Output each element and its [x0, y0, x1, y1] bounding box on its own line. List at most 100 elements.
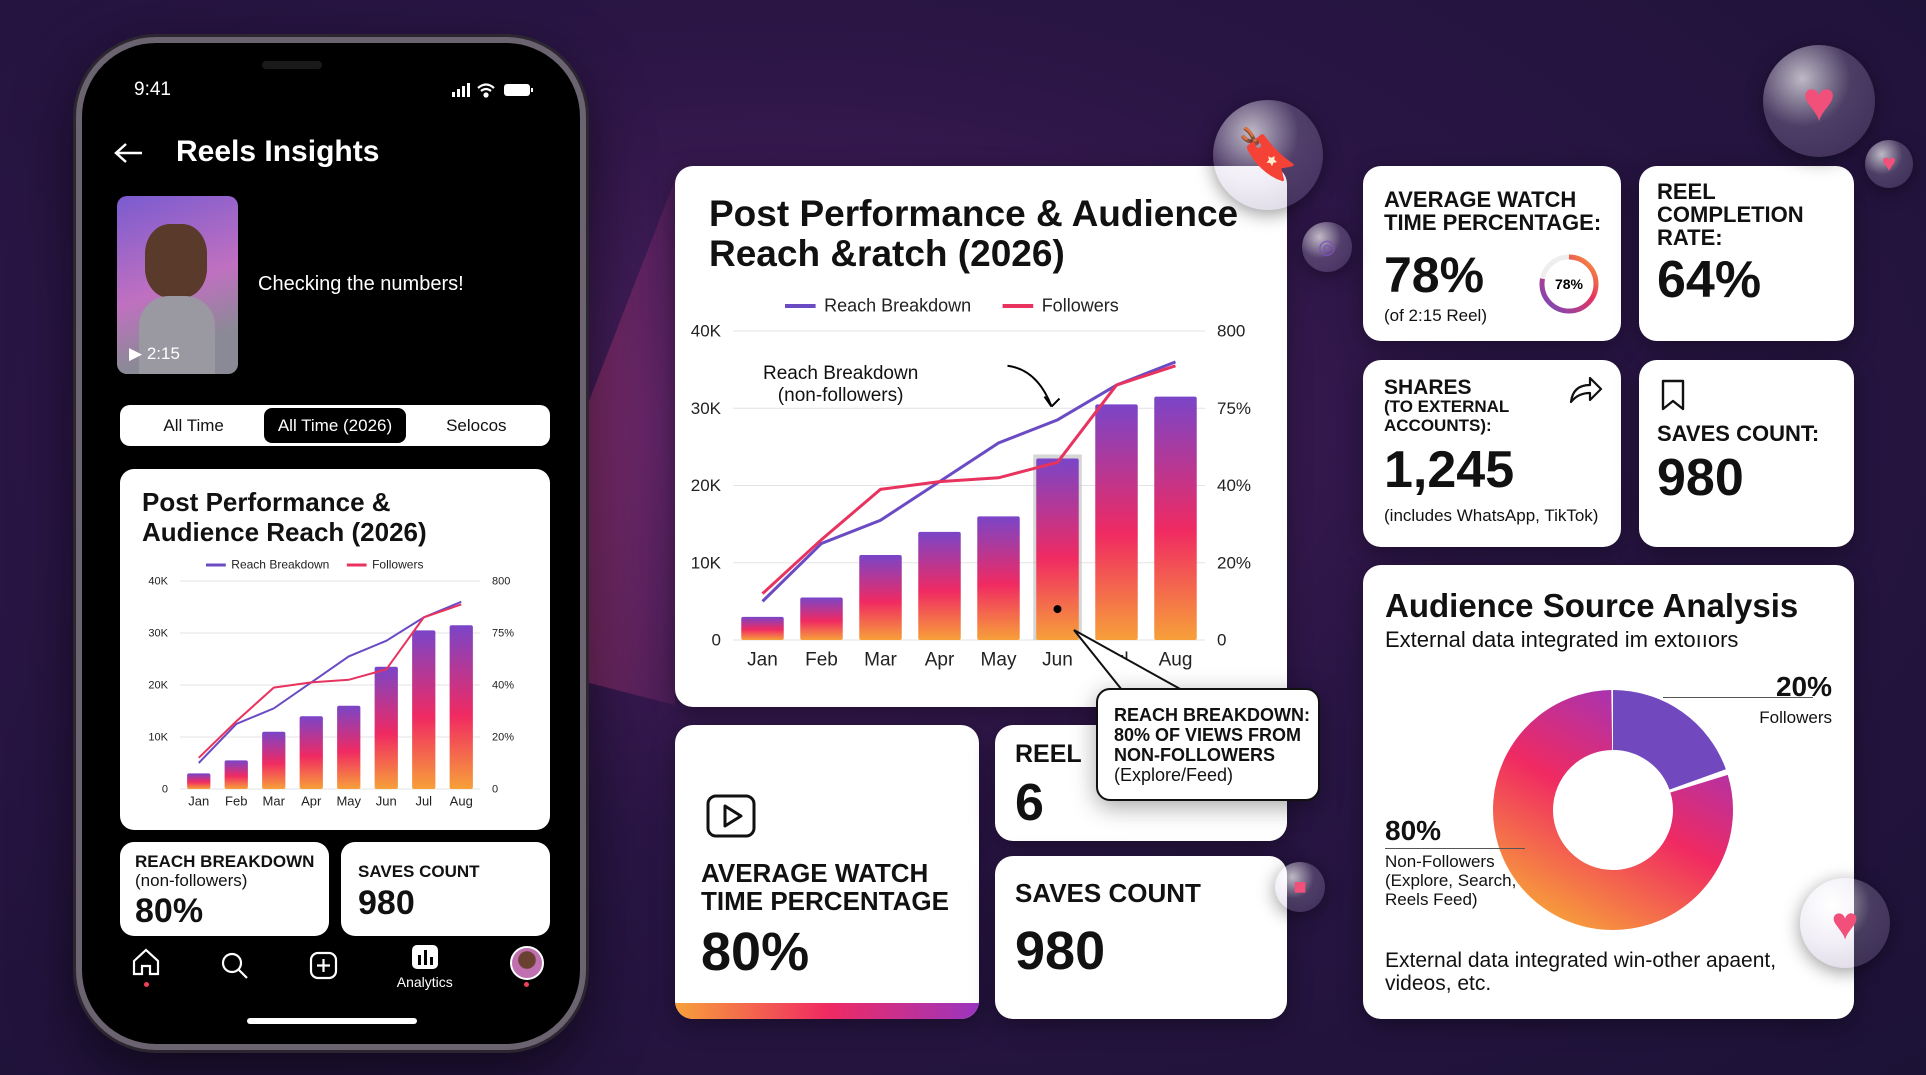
bookmark-icon[interactable]: [1659, 378, 1687, 412]
bookmark-icon: ■: [1293, 874, 1307, 899]
notification-dot: [143, 981, 149, 987]
ring-label: 78%: [1555, 276, 1584, 292]
reach-breakdown-card: REACH BREAKDOWN (non-followers) 80%: [120, 842, 329, 936]
person-image: [145, 224, 207, 298]
gradient-bar: [675, 1003, 979, 1019]
x-tick-label: Mar: [864, 650, 897, 671]
status-time: 9:41: [134, 79, 171, 100]
page-title: Reels Insights: [176, 135, 380, 168]
y2-tick-label: 75%: [1217, 399, 1251, 418]
saves-value: 980: [1015, 921, 1106, 981]
audience-subtitle: External data integrated im extoııors: [1385, 627, 1739, 652]
x-tick-label: Feb: [805, 650, 838, 671]
x-tick-label: Aug: [1159, 650, 1193, 671]
notification-dot: [524, 982, 530, 987]
avg-watch-time-card: AVERAGE WATCH TIME PERCENTAGE: 78% (of 2:…: [1363, 166, 1621, 341]
bar-jan: [741, 616, 784, 640]
annotation-arrow: [1007, 364, 1053, 407]
y-tick-label: 40K: [691, 322, 722, 341]
audience-footer: External data integrated win-other apaen…: [1385, 949, 1776, 995]
bar-feb: [224, 760, 248, 789]
tooltip-line: REACH BREAKDOWN:: [1114, 705, 1310, 725]
bar-may: [977, 516, 1020, 640]
bar-jul: [412, 630, 436, 789]
shares-card: SHARES (TO EXTERNAL ACCOUNTS): 1,245 (incl…: [1363, 360, 1621, 547]
saves-count-card-2: SAVES COUNT 980: [995, 856, 1287, 1019]
main-chart: 0 0 10K 20% 20K 40% 30K 75% 40K 800 Jan Feb Mar Apr Ma…: [691, 296, 1251, 671]
signal-icon: [452, 83, 470, 97]
line-reach-breakdown: [761, 360, 1177, 603]
label: (Explore, Search,: [1385, 871, 1517, 890]
annotation-line: Reach Breakdown: [763, 363, 919, 384]
non-followers-pct: 80%: [1385, 815, 1442, 846]
y-tick-label: 0: [162, 784, 168, 796]
y2-tick-label: 75%: [492, 628, 514, 640]
nav-home[interactable]: [130, 947, 162, 987]
reel-thumbnail[interactable]: ▶ 2:15: [117, 196, 238, 374]
analytics-label: Analytics: [396, 974, 453, 990]
main-chart-title: Post Performance & Audience Reach &ratch …: [709, 194, 1238, 274]
heart-bubble-small: ♥: [1865, 140, 1913, 188]
back-arrow-icon[interactable]: [112, 141, 146, 165]
label: TIME PERCENTAGE:: [1384, 210, 1602, 235]
audience-title: Audience Source Analysis: [1385, 587, 1799, 624]
highlight-dot: [1053, 605, 1062, 614]
share-icon[interactable]: [1568, 375, 1604, 405]
nav-analytics[interactable]: Analytics: [397, 943, 453, 990]
annotation-line: (non-followers): [777, 385, 904, 406]
x-tick-label: Jan: [188, 794, 209, 809]
time-filter-tabs: All Time All Time (2026) Selocos: [120, 405, 550, 446]
reel-duration: ▶ 2:15: [129, 344, 180, 364]
search-icon: [222, 952, 248, 979]
legend-label: Followers: [1042, 296, 1119, 316]
circle-icon: ◎: [1318, 236, 1336, 259]
label: REEL: [1657, 179, 1716, 204]
audience-source-card: Audience Source Analysis External data i…: [1363, 565, 1854, 1019]
speaker: [262, 61, 322, 69]
avatar: [509, 946, 544, 980]
bar-aug: [449, 625, 473, 789]
tab-selocos[interactable]: Selocos: [446, 416, 507, 435]
arrow-head: [1043, 395, 1061, 408]
label: Reels Feed): [1385, 890, 1478, 909]
small-bubble: ◎: [1302, 222, 1352, 272]
x-tick-label: Apr: [925, 650, 955, 671]
x-tick-label: May: [336, 794, 361, 809]
donut-slice-followers[interactable]: [1493, 690, 1733, 930]
tab-all-time[interactable]: All Time: [163, 416, 224, 435]
nav-profile[interactable]: [509, 946, 544, 987]
nav-search[interactable]: [219, 950, 251, 983]
line-reach-breakdown: [198, 600, 462, 764]
saves-count-card: SAVES COUNT 980: [341, 842, 550, 936]
label: ACCOUNTS):: [1384, 416, 1492, 435]
reels-label: REEL: [1015, 740, 1082, 768]
audience-donut: [1493, 690, 1733, 930]
nav-create[interactable]: [308, 950, 340, 983]
bookmark-bubble: 🔖: [1213, 100, 1323, 210]
small-bubble: ■: [1275, 862, 1325, 912]
footer-line: External data integrated win-other apaen…: [1385, 949, 1777, 972]
non-followers-label: Non-Followers (Explore, Search, Reels Feed…: [1385, 852, 1516, 909]
x-tick-label: May: [981, 650, 1017, 671]
followers-label: Followers: [1759, 708, 1832, 727]
avg-watch-note: (of 2:15 Reel): [1384, 306, 1487, 325]
y-tick-label: 30K: [691, 399, 722, 418]
tab-all-time-2026[interactable]: All Time (2026): [264, 408, 406, 443]
label: SHARES: [1384, 376, 1472, 399]
heart-bubble: ♥: [1763, 45, 1875, 157]
reach-label: REACH BREAKDOWN (non-followers): [135, 852, 314, 890]
shares-value: 1,245: [1384, 441, 1515, 499]
legend-label: Reach Breakdown: [824, 296, 971, 316]
x-tick-label: Jun: [376, 794, 397, 809]
reel-caption: Checking the numbers!: [258, 273, 464, 295]
bar-mar: [859, 555, 902, 640]
completion-label: REEL COMPLETION RATE:: [1657, 180, 1804, 249]
leader-line: [1385, 848, 1525, 849]
watch-ring-gauge: 78%: [1539, 254, 1599, 314]
title-line: Reach &ratch (2026): [709, 233, 1065, 274]
x-tick-label: Jul: [415, 794, 432, 809]
phone-chart-title: Post Performance & Audience Reach (2026): [142, 487, 427, 547]
y-tick-label: 20K: [148, 680, 168, 692]
bar-may: [337, 705, 361, 789]
title-line: Post Performance &: [142, 487, 391, 517]
